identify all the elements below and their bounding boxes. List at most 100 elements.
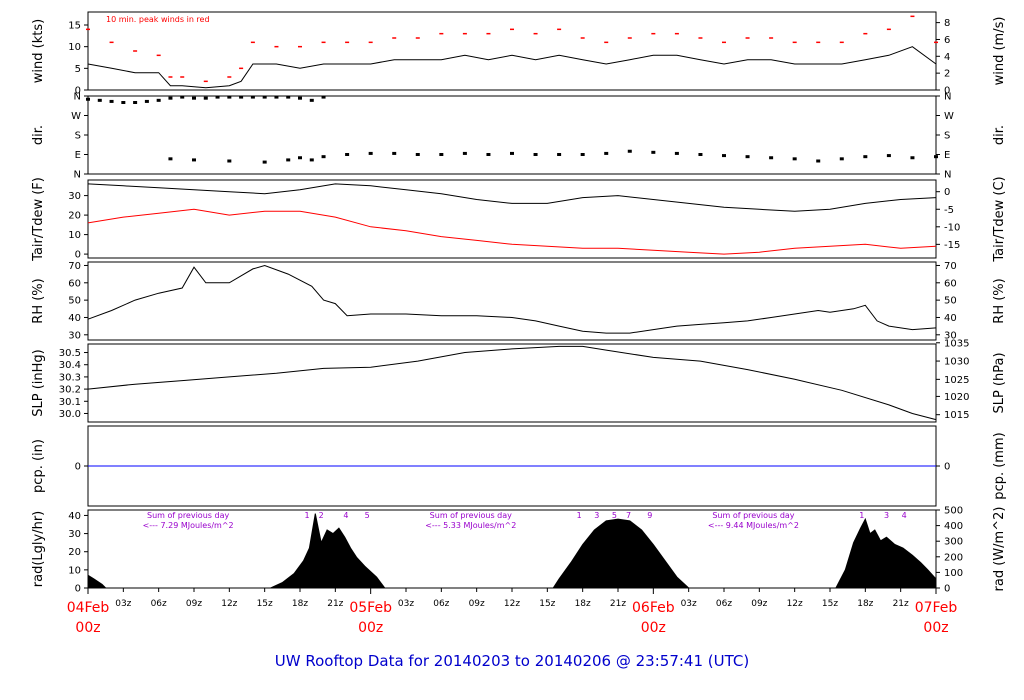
y-tick-label: 30	[68, 191, 81, 202]
data-point	[816, 159, 821, 163]
series-speed	[87, 46, 937, 89]
data-point	[250, 95, 255, 99]
series-tair	[87, 183, 937, 212]
data-point	[192, 96, 196, 100]
y-tick-label-right: 6	[944, 35, 950, 46]
y-axis-title: rad(Lgly/hr)	[31, 511, 46, 587]
rad-hour-marker: 7	[626, 511, 631, 520]
y-tick-label-right: 0	[944, 187, 950, 198]
y-tick-label-right: W	[944, 111, 954, 122]
day-label-date: 07Feb	[915, 600, 958, 616]
y-tick-label-right: 30	[944, 330, 957, 341]
y-tick-label-right: 0	[944, 86, 950, 97]
y-tick-label: 15	[68, 21, 81, 32]
x-tick-label: 12z	[787, 599, 803, 609]
y-tick-label: 30.3	[59, 372, 81, 383]
x-tick-label: 15z	[822, 599, 838, 609]
x-tick-label: 09z	[751, 599, 767, 609]
data-point	[557, 153, 562, 156]
rad-hour-marker: 1	[577, 511, 582, 520]
rad-sum-label: Sum of previous day	[712, 511, 794, 520]
y-axis-title-right: SLP (hPa)	[992, 352, 1007, 413]
data-point	[533, 153, 538, 156]
x-tick-label: 12z	[504, 599, 520, 609]
y-tick-label-right: 70	[944, 261, 957, 272]
y-tick-label: 30	[68, 529, 81, 540]
y-axis-title-right: pcp. (mm)	[992, 432, 1007, 499]
y-tick-label-right: 1025	[944, 375, 969, 386]
panel-frame	[87, 261, 937, 341]
data-point	[392, 151, 397, 155]
series-tdew	[87, 208, 937, 255]
y-tick-label-right: 1015	[944, 410, 969, 421]
y-axis-title: wind (kts)	[31, 19, 46, 83]
rad-sum-value: <--- 7.29 MJoules/m^2	[143, 521, 234, 530]
y-tick-label: 60	[68, 278, 81, 289]
x-tick-label: 18z	[292, 599, 308, 609]
data-point	[321, 155, 326, 159]
x-tick-label: 21z	[327, 599, 343, 609]
day-label-time: 00z	[358, 620, 383, 636]
panel-frame	[87, 11, 937, 91]
data-point	[604, 151, 609, 155]
panel-annotation: 10 min. peak winds in red	[106, 15, 210, 24]
data-point	[97, 98, 102, 102]
y-tick-label-right: 2	[944, 69, 950, 80]
y-tick-label-right: N	[944, 170, 951, 181]
y-tick-label-right: 4	[944, 52, 950, 63]
y-axis-title: pcp. (in)	[31, 439, 46, 493]
data-point	[180, 95, 185, 99]
y-tick-label-right: 60	[944, 278, 957, 289]
x-tick-label: 15z	[539, 599, 555, 609]
day-label-date: 06Feb	[632, 600, 675, 616]
y-tick-label: 30.2	[59, 385, 81, 396]
data-point	[651, 150, 656, 154]
data-point	[839, 157, 844, 161]
data-point	[698, 153, 703, 156]
data-point	[168, 157, 173, 161]
data-point	[368, 151, 373, 155]
data-point	[321, 95, 326, 99]
data-point	[769, 156, 774, 160]
x-tick-label: 18z	[575, 599, 591, 609]
y-tick-label: 0	[75, 584, 81, 595]
y-tick-label-right: 40	[944, 313, 957, 324]
y-tick-label: 20	[68, 211, 81, 222]
y-axis-title-right: wind (m/s)	[992, 17, 1007, 86]
panel-temp: 0 10 20 30 -15 -10 -5 0 Tair/Tdew (F) Tair/Tdew (…	[31, 176, 1007, 262]
data-point	[886, 154, 891, 158]
y-tick-label: 70	[68, 261, 81, 272]
y-tick-label: 5	[75, 64, 81, 75]
data-point	[274, 95, 279, 99]
data-point	[227, 95, 232, 99]
series-rh	[87, 264, 937, 334]
rad-hour-marker: 5	[612, 511, 617, 520]
y-tick-label: 10	[68, 230, 81, 241]
y-tick-label: 30.5	[59, 348, 81, 359]
x-tick-label: 18z	[857, 599, 873, 609]
series-slp	[87, 345, 937, 421]
chart-title: UW Rooftop Data for 20140203 to 20140206…	[275, 652, 749, 670]
y-tick-label-right: 100	[944, 568, 963, 579]
y-tick-label-right: 8	[944, 18, 950, 29]
y-tick-label: N	[74, 92, 81, 103]
y-tick-label: 0	[75, 462, 81, 473]
y-tick-label-right: 1030	[944, 357, 969, 368]
data-point	[86, 97, 90, 101]
y-tick-label: 10	[68, 42, 81, 53]
y-tick-label-right: 0	[944, 584, 950, 595]
y-axis-title: dir.	[31, 125, 46, 145]
x-tick-label: 21z	[610, 599, 626, 609]
y-axis-title-right: rad (W/m^2)	[992, 507, 1007, 592]
y-tick-label-right: 400	[944, 521, 963, 532]
y-tick-label-right: 0	[944, 462, 950, 473]
rad-hour-marker: 3	[594, 511, 599, 520]
rad-hour-marker: 5	[365, 511, 370, 520]
data-point	[239, 95, 244, 99]
data-point	[203, 96, 208, 100]
x-tick-label: 06z	[151, 599, 167, 609]
y-tick-label: 10	[68, 565, 81, 576]
